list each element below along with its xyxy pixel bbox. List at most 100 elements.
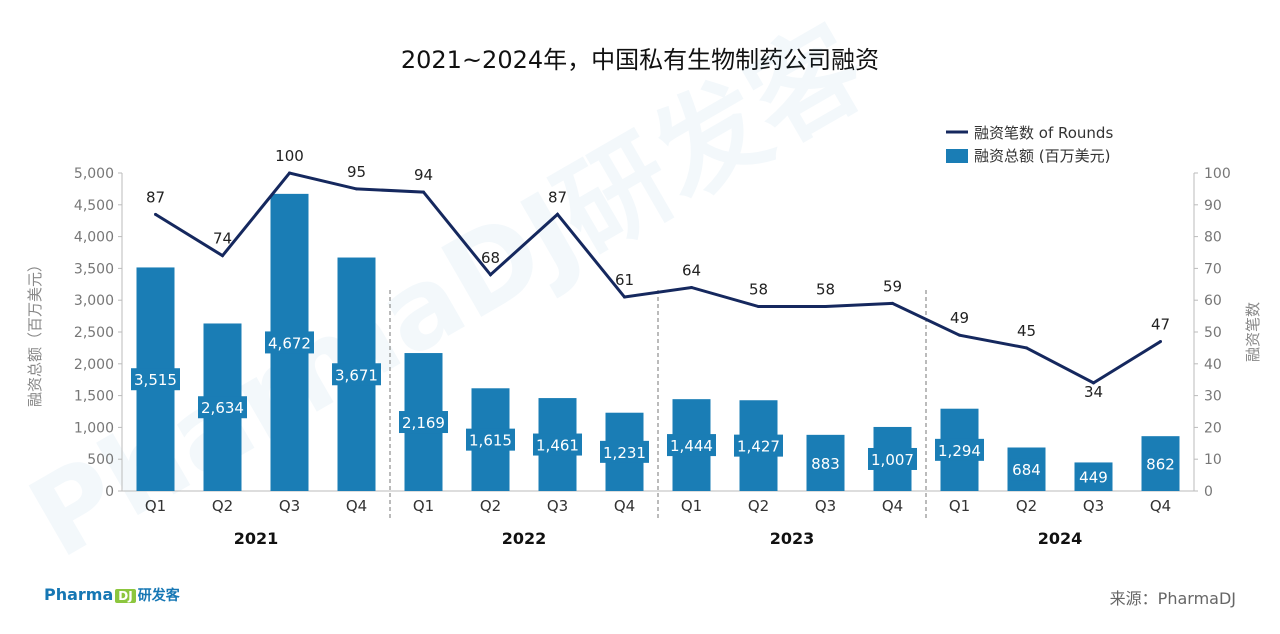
- logo: Pharma DJ 研发客: [44, 585, 180, 605]
- rounds-label: 34: [1084, 383, 1103, 401]
- y-tick-label-left: 4,500: [74, 198, 114, 214]
- y-tick-label-right: 80: [1204, 230, 1222, 246]
- source-note: 来源：PharmaDJ: [1109, 589, 1236, 608]
- rounds-label: 58: [749, 281, 768, 299]
- y-tick-label-right: 60: [1204, 293, 1222, 309]
- rounds-label: 61: [615, 271, 634, 289]
- x-tick-label: Q4: [614, 497, 635, 515]
- bar-label-box: [131, 368, 180, 391]
- y-axis-label-right: 融资笔数: [1244, 302, 1262, 362]
- rounds-point: [422, 190, 425, 194]
- y-tick-label-right: 50: [1204, 325, 1222, 341]
- rounds-point: [824, 305, 827, 309]
- rounds-point: [355, 187, 358, 191]
- bar-label-box: [734, 434, 783, 457]
- bar-label-box: [533, 433, 582, 456]
- y-tick-label-left: 1,000: [74, 420, 114, 436]
- y-axis-label-left: 融资总额（百万美元）: [26, 257, 44, 407]
- x-tick-label: Q4: [1150, 497, 1171, 515]
- bar-label: 1,427: [737, 438, 780, 456]
- y-tick-label-left: 500: [87, 452, 114, 468]
- y-tick-label-right: 0: [1204, 484, 1213, 500]
- bar-label-box: [667, 434, 716, 457]
- y-tick-label-right: 90: [1204, 198, 1222, 214]
- bar-label: 684: [1012, 461, 1041, 479]
- bar-label: 1,231: [603, 444, 646, 462]
- y-tick-label-right: 100: [1204, 166, 1231, 182]
- logo-text: Pharma: [44, 585, 114, 604]
- bar-label-box: [935, 438, 984, 461]
- rounds-label: 47: [1151, 316, 1170, 334]
- x-tick-label: Q1: [145, 497, 166, 515]
- rounds-point: [958, 333, 961, 337]
- y-tick-label-left: 1,500: [74, 389, 114, 405]
- rounds-point: [1159, 340, 1162, 344]
- rounds-label: 58: [816, 281, 835, 299]
- bar-label: 1,615: [469, 432, 512, 450]
- y-tick-label-left: 5,000: [74, 166, 114, 182]
- bar-label: 3,671: [335, 366, 378, 384]
- logo-cn: 研发客: [137, 588, 180, 604]
- bar-label-box: [600, 440, 649, 463]
- bar-label: 449: [1079, 469, 1108, 487]
- bar-label: 2,169: [402, 414, 445, 432]
- bar-label: 4,672: [268, 334, 311, 352]
- rounds-point: [489, 273, 492, 277]
- bar-label-box: [868, 447, 917, 470]
- x-tick-label: Q3: [547, 497, 568, 515]
- x-tick-label: Q3: [1083, 497, 1104, 515]
- x-tick-label: Q1: [949, 497, 970, 515]
- bar-label: 862: [1146, 456, 1175, 474]
- chart-title: 2021~2024年，中国私有生物制药公司融资: [400, 46, 880, 74]
- bar-label: 883: [811, 455, 840, 473]
- y-tick-label-left: 2,000: [74, 357, 114, 373]
- rounds-label: 74: [213, 230, 232, 248]
- bar-label: 1,444: [670, 437, 713, 455]
- bar-label-box: [809, 451, 842, 474]
- logo-box: DJ: [115, 589, 136, 603]
- bar-label-box: [1077, 465, 1110, 488]
- rounds-label: 100: [275, 147, 304, 165]
- x-tick-label: Q3: [815, 497, 836, 515]
- x-tick-label: Q2: [480, 497, 501, 515]
- x-tick-label: Q2: [212, 497, 233, 515]
- y-tick-label-left: 2,500: [74, 325, 114, 341]
- rounds-point: [288, 171, 291, 175]
- x-tick-label: Q3: [279, 497, 300, 515]
- year-label: 2024: [1038, 529, 1083, 548]
- bar-label: 3,515: [134, 371, 177, 389]
- rounds-line: [154, 171, 1162, 385]
- y-tick-label-right: 30: [1204, 389, 1222, 405]
- rounds-label: 68: [481, 249, 500, 267]
- y-tick-label-left: 4,000: [74, 230, 114, 246]
- bar-label-box: [466, 428, 515, 451]
- y-tick-label-right: 40: [1204, 357, 1222, 373]
- bar-label: 1,461: [536, 437, 579, 455]
- x-tick-label: Q1: [681, 497, 702, 515]
- rounds-label: 87: [548, 188, 567, 206]
- rounds-label: 94: [414, 166, 433, 184]
- rounds-point: [623, 295, 626, 299]
- x-tick-label: Q4: [882, 497, 903, 515]
- rounds-label: 64: [682, 261, 701, 279]
- rounds-point: [757, 305, 760, 309]
- rounds-label: 95: [347, 163, 366, 181]
- bar-label-box: [265, 331, 314, 354]
- x-tick-label: Q4: [346, 497, 367, 515]
- rounds-label: 49: [950, 309, 969, 327]
- bar-label-box: [399, 411, 448, 434]
- y-tick-label-left: 3,000: [74, 293, 114, 309]
- rounds-label: 87: [146, 188, 165, 206]
- y-tick-label-right: 20: [1204, 420, 1222, 436]
- bar-label-box: [1010, 458, 1043, 481]
- bar-label: 1,294: [938, 442, 981, 460]
- x-tick-label: Q1: [413, 497, 434, 515]
- y-tick-label-right: 70: [1204, 261, 1222, 277]
- x-tick-label: Q2: [748, 497, 769, 515]
- bar-label-box: [1144, 452, 1177, 475]
- x-tick-label: Q2: [1016, 497, 1037, 515]
- legend-bar-swatch: [946, 149, 968, 163]
- year-label: 2023: [770, 529, 815, 548]
- bar-label: 2,634: [201, 399, 244, 417]
